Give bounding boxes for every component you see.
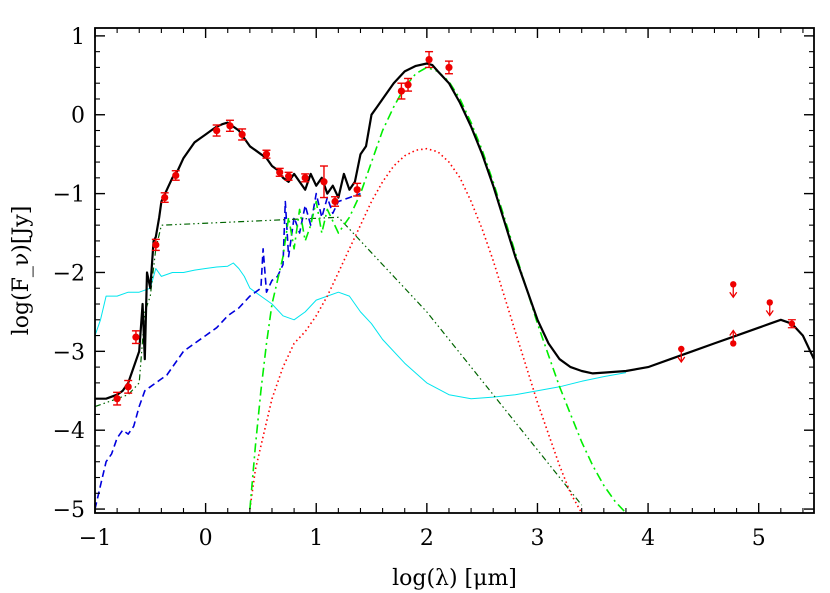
data-point	[225, 119, 234, 133]
data-points-layer	[113, 50, 796, 406]
data-point	[151, 238, 160, 252]
series-line-warm-dust	[249, 66, 627, 513]
data-point	[238, 128, 247, 141]
series-line-hot-dust	[95, 192, 361, 510]
x-tick-label: 4	[641, 526, 655, 551]
y-tick-label: −2	[53, 261, 85, 286]
data-point	[284, 171, 293, 181]
data-point	[331, 196, 340, 207]
series-line-total	[95, 62, 814, 400]
x-tick-label: 0	[199, 526, 213, 551]
data-point	[425, 50, 434, 69]
data-point	[160, 192, 169, 203]
data-point	[404, 77, 413, 92]
x-tick-label: 3	[530, 526, 544, 551]
data-point	[113, 391, 122, 406]
data-point	[275, 167, 284, 177]
data-point	[124, 379, 133, 394]
data-point	[262, 149, 271, 159]
limit-marker	[765, 299, 774, 317]
data-point	[131, 330, 140, 345]
axis-ticks: −1 0 1 2 3 4 5 −5 −4 −3 −2 −1 0 1	[53, 25, 814, 551]
data-point	[444, 60, 453, 75]
x-tick-label: 1	[309, 526, 323, 551]
x-tick-label: −1	[79, 526, 111, 551]
x-tick-label: 5	[752, 526, 766, 551]
plot-frame	[94, 27, 815, 514]
y-tick-label: −3	[53, 340, 85, 365]
data-point	[353, 182, 362, 197]
series-line-cold-dust	[249, 147, 583, 513]
data-point	[301, 173, 310, 183]
limit-marker	[729, 281, 738, 299]
limit-marker	[787, 319, 796, 329]
limit-marker	[677, 345, 686, 364]
y-tick-label: −5	[53, 498, 85, 523]
data-point	[212, 124, 221, 137]
y-tick-label: 0	[71, 104, 85, 129]
x-tick-label: 2	[420, 526, 434, 551]
limit-marker	[729, 329, 738, 347]
x-axis-label: log(λ) [μm]	[392, 566, 517, 591]
data-point	[171, 170, 180, 181]
data-point	[319, 165, 328, 199]
series-layer	[95, 62, 814, 513]
y-tick-label: −1	[53, 183, 85, 208]
y-tick-label: 1	[71, 25, 85, 50]
data-point	[397, 82, 406, 100]
series-line-scattered	[95, 216, 583, 506]
series-line-stellar	[95, 262, 627, 400]
y-axis-label: log(F_ν)[Jy]	[9, 206, 34, 336]
y-tick-label: −4	[53, 419, 85, 444]
